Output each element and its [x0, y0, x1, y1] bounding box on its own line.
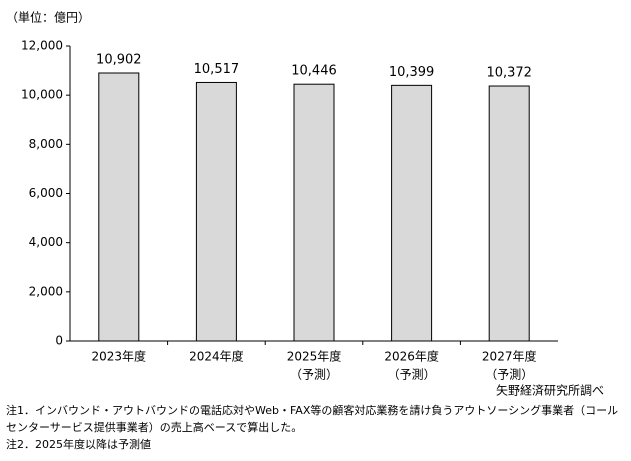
y-tick-label: 8,000: [29, 137, 63, 151]
value-label: 10,517: [194, 62, 240, 77]
y-tick-label: 6,000: [29, 186, 63, 200]
y-tick-label: 0: [55, 334, 63, 348]
value-label: 10,902: [96, 52, 142, 67]
chart: （単位：億円） 矢野経済研究所調べ 0 2,000 4,000 6,000 8,000 1…: [6, 10, 604, 398]
x-tick-label: 2026年度: [384, 349, 439, 364]
y-tick-label: 10,000: [21, 88, 63, 102]
x-tick-label: （予測）: [290, 368, 338, 382]
source: 矢野経済研究所調べ: [496, 383, 604, 398]
bar: [391, 84, 433, 342]
bar: [488, 85, 530, 342]
bar: [98, 72, 140, 342]
x-tick-label: 2025年度: [287, 349, 342, 364]
y-axis-label: （単位：億円）: [6, 10, 90, 25]
x-tick-label: （予測）: [388, 368, 436, 382]
y-tick-label: 4,000: [29, 235, 63, 249]
value-label: 10,399: [389, 65, 435, 80]
y-tick-label: 12,000: [21, 39, 63, 53]
x-tick-label: 2027年度: [482, 349, 537, 364]
note: 注1．インバウンド・アウトバウンドの電話応対やWeb・FAX等の顧客対応業務を請…: [6, 404, 619, 434]
x-tick-label: （予測）: [485, 368, 533, 382]
bar: [293, 83, 335, 342]
y-tick-label: 2,000: [29, 284, 63, 298]
value-label: 10,372: [486, 66, 532, 81]
notes: 注1．インバウンド・アウトバウンドの電話応対やWeb・FAX等の顧客対応業務を請…: [6, 402, 621, 453]
x-tick-label: 2023年度: [92, 349, 147, 364]
bar: [195, 81, 237, 342]
note: 注2．2025年度以降は予測値: [6, 438, 151, 451]
x-tick-label: 2024年度: [189, 349, 244, 364]
value-label: 10,446: [291, 64, 337, 79]
